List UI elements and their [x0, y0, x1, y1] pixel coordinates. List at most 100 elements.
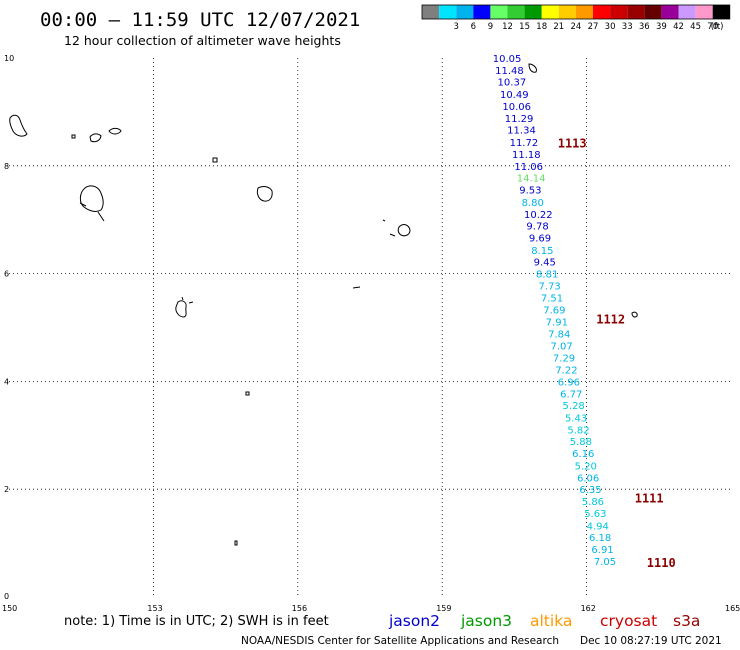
- wave-height-value: 9.45: [534, 258, 556, 269]
- island-east: [631, 311, 638, 318]
- island-pohnpei-like: [389, 224, 411, 237]
- axis-tick-labels: 150 153 156 159 162 165 10 8 6 4 2 0: [2, 54, 740, 613]
- colorbar-swatch: [712, 5, 730, 19]
- lat-tick-label: 2: [4, 485, 9, 494]
- colorbar-label: 33: [622, 22, 633, 32]
- wave-height-value: 11.72: [510, 138, 539, 149]
- map-title: 00:00 – 11:59 UTC 12/07/2021: [40, 9, 360, 31]
- wave-height-value: 7.69: [543, 306, 565, 317]
- colorbar-swatch: [422, 5, 440, 19]
- colorbar-label: 30: [605, 22, 616, 32]
- colorbar-label: 39: [656, 22, 667, 32]
- pass-number-label: 1112: [596, 312, 625, 326]
- colorbar-swatch: [678, 5, 696, 19]
- wave-height-value: 9.69: [529, 233, 551, 244]
- wave-height-value: 4.94: [587, 521, 609, 532]
- lat-tick-label: 4: [4, 377, 9, 386]
- footer-note: note: 1) Time is in UTC; 2) SWH is in fe…: [64, 614, 329, 629]
- wave-height-value: 5.82: [567, 425, 589, 436]
- island-small-3: [352, 286, 361, 289]
- lat-lon-grid: [9, 58, 731, 597]
- colorbar-swatch: [610, 5, 628, 19]
- island-mid-1: [256, 186, 273, 202]
- colorbar-swatch: [627, 5, 645, 19]
- lat-tick-label: 6: [4, 270, 9, 279]
- wave-height-value: 5.28: [563, 401, 585, 412]
- wave-height-value: 6.96: [558, 377, 580, 388]
- wave-height-value: 11.48: [495, 66, 524, 77]
- colorbar-swatch: [473, 5, 491, 19]
- wave-height-value: 10.37: [498, 78, 527, 89]
- footer-credit: NOAA/NESDIS Center for Satellite Applica…: [241, 635, 559, 647]
- wave-height-value: 11.06: [514, 162, 543, 173]
- colorbar-swatch: [439, 5, 457, 19]
- island-small-4: [245, 391, 250, 396]
- wave-height-value: 7.07: [551, 341, 573, 352]
- lon-tick-label: 159: [436, 604, 451, 613]
- wave-height-value: 6.35: [579, 485, 601, 496]
- colorbar-label: 70: [707, 22, 718, 32]
- lon-tick-label: 165: [725, 604, 740, 613]
- colorbar-label: 42: [673, 22, 684, 32]
- colorbar-label: 21: [553, 22, 564, 32]
- colorbar-label: 45: [690, 22, 701, 32]
- lon-tick-label: 150: [2, 604, 17, 613]
- colorbar-label: 18: [536, 22, 547, 32]
- colorbar-swatch: [661, 5, 679, 19]
- wave-height-value: 5.88: [570, 437, 592, 448]
- colorbar-frame: [421, 4, 731, 20]
- colorbar-swatch: [490, 5, 508, 19]
- satellite-legend-altika: altika: [530, 612, 572, 630]
- wave-height-value: 8.15: [531, 246, 553, 257]
- island-track-marker: [528, 63, 537, 73]
- lon-tick-label: 156: [292, 604, 307, 613]
- wave-height-value: 7.73: [538, 281, 560, 292]
- wave-height-value: 6.06: [577, 473, 599, 484]
- colorbar-label: 24: [570, 22, 581, 32]
- wave-height-value: 6.18: [589, 533, 611, 544]
- island-small-5: [234, 540, 238, 546]
- wave-height-value: 7.05: [594, 557, 616, 568]
- colorbar-swatch: [644, 5, 662, 19]
- wave-height-value: 11.18: [512, 150, 541, 161]
- wave-height-value: 8.81: [536, 270, 558, 281]
- wave-height-value: 9.53: [519, 186, 541, 197]
- island-small-2: [382, 219, 386, 222]
- wave-height-value: 6.91: [591, 545, 613, 556]
- wave-height-value: 7.51: [541, 293, 563, 304]
- colorbar-label: 27: [588, 22, 599, 32]
- island-chuuk-like: [79, 185, 105, 222]
- lat-tick-label: 0: [4, 592, 9, 601]
- lon-tick-label: 162: [581, 604, 596, 613]
- lat-tick-label: 10: [4, 54, 14, 63]
- island-west-3: [108, 127, 122, 135]
- footer-generated-timestamp: Dec 10 08:27:19 UTC 2021: [580, 635, 722, 647]
- wave-height-value: 7.22: [555, 366, 577, 377]
- satellite-legend-jason3: jason3: [460, 612, 512, 630]
- satellite-legend-cryosat: cryosat: [600, 612, 657, 630]
- island-small-1: [212, 157, 218, 163]
- wave-height-value: 14.14: [517, 174, 546, 185]
- colorbar-unit: (ft): [711, 22, 724, 32]
- colorbar-label: 36: [639, 22, 650, 32]
- altimeter-track-values: 10.0511.4810.3710.4910.0611.2911.3411.72…: [493, 54, 616, 568]
- colorbar-label: 6: [471, 22, 476, 32]
- island-west-1: [9, 114, 28, 137]
- wave-height-value: 6.77: [560, 389, 582, 400]
- island-west-4: [71, 134, 76, 139]
- colorbar-swatch: [593, 5, 611, 19]
- satellite-legend: jason2 jason3 altika cryosat s3a: [388, 612, 700, 630]
- wave-height-value: 7.29: [553, 354, 575, 365]
- colorbar-swatch: [575, 5, 593, 19]
- colorbar-swatch: [524, 5, 542, 19]
- colorbar-label: 15: [519, 22, 530, 32]
- colorbar-label: 3: [453, 22, 458, 32]
- colorbar-swatch: [541, 5, 559, 19]
- satellite-legend-s3a: s3a: [673, 612, 700, 630]
- wave-height-value: 10.05: [493, 54, 522, 65]
- map-subtitle: 12 hour collection of altimeter wave hei…: [64, 33, 341, 48]
- colorbar-swatch: [456, 5, 474, 19]
- wave-height-value: 11.34: [507, 126, 536, 137]
- wave-height-value: 5.86: [582, 497, 604, 508]
